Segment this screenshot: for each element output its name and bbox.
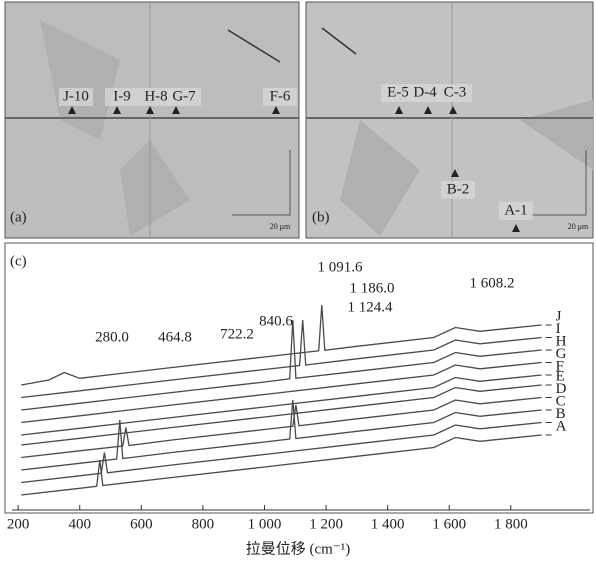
spectrum — [21, 421, 542, 484]
x-axis-label: 拉曼位移 (cm⁻¹) — [246, 540, 350, 557]
series-label: G — [556, 346, 567, 362]
marker-label: I-9 — [113, 88, 131, 104]
x-tick-label: 200 — [7, 516, 30, 532]
marker — [272, 106, 280, 114]
marker-label: D-4 — [413, 84, 437, 100]
panel-label: (b) — [312, 209, 330, 225]
marker — [451, 169, 459, 177]
peak-label: 1 186.0 — [350, 280, 395, 296]
peak-label: 1 091.6 — [318, 259, 364, 275]
spectrum — [21, 374, 542, 436]
spectrum — [21, 384, 542, 446]
peak-label: 722.2 — [220, 326, 254, 342]
marker — [449, 106, 457, 114]
series-label: H — [556, 333, 567, 349]
marker-label-bg — [59, 88, 93, 106]
series-label: I — [556, 321, 561, 337]
x-tick-label: 1 800 — [494, 516, 528, 532]
marker — [424, 106, 432, 114]
marker-label: H-8 — [144, 88, 167, 104]
series-label: A — [556, 418, 567, 434]
series-label: F — [556, 358, 564, 374]
x-tick-label: 1 400 — [371, 516, 405, 532]
panel-label: (a) — [10, 209, 27, 225]
marker-label-bg — [499, 202, 533, 220]
marker — [113, 106, 121, 114]
marker-label: E-5 — [387, 84, 409, 100]
marker-label-bg — [139, 88, 173, 106]
scale-label: 20 μm — [270, 222, 291, 231]
series-label: J — [556, 308, 562, 324]
marker — [68, 106, 76, 114]
x-tick-label: 800 — [192, 516, 215, 532]
spectrum — [21, 319, 542, 411]
spectrum — [21, 304, 542, 386]
peak-label: 840.6 — [259, 313, 293, 329]
x-tick-label: 1 200 — [309, 516, 343, 532]
scale-label: 20 μm — [568, 222, 589, 231]
marker-label-bg — [441, 181, 475, 199]
marker — [512, 224, 520, 232]
peak-label: 464.8 — [158, 329, 192, 345]
marker-label-bg — [263, 88, 297, 106]
spectrum — [21, 396, 542, 459]
marker-label: G-7 — [172, 88, 196, 104]
panel-label: (c) — [10, 253, 27, 269]
spectrum — [21, 361, 542, 424]
marker-label-bg — [167, 88, 201, 106]
scale-bar — [232, 150, 587, 216]
marker-label-bg — [105, 88, 139, 106]
marker — [172, 106, 180, 114]
marker-label: B-2 — [447, 181, 470, 197]
marker-label-bg — [438, 84, 472, 102]
marker — [395, 106, 403, 114]
x-tick-label: 1 600 — [432, 516, 466, 532]
marker-label-bg — [408, 84, 442, 102]
scratch — [321, 27, 357, 55]
series-label: B — [556, 406, 566, 422]
peak-label: 1 608.2 — [470, 275, 515, 291]
series-label: E — [556, 368, 565, 384]
x-tick-label: 400 — [68, 516, 91, 532]
x-tick-label: 600 — [130, 516, 153, 532]
marker-label: J-10 — [63, 88, 89, 104]
series-label: D — [556, 381, 567, 397]
marker-label: F-6 — [270, 88, 291, 104]
spectrum — [21, 319, 542, 399]
marker-label: A-1 — [504, 202, 527, 218]
scratch — [227, 29, 281, 63]
marker — [146, 106, 154, 114]
series-label: C — [556, 393, 566, 409]
marker-label: C-3 — [444, 84, 467, 100]
spectrum — [21, 434, 542, 496]
x-tick-label: 1 000 — [248, 516, 282, 532]
marker-label-bg — [381, 84, 415, 102]
peak-label: 280.0 — [95, 329, 129, 345]
peak-label: 1 124.4 — [348, 299, 394, 315]
